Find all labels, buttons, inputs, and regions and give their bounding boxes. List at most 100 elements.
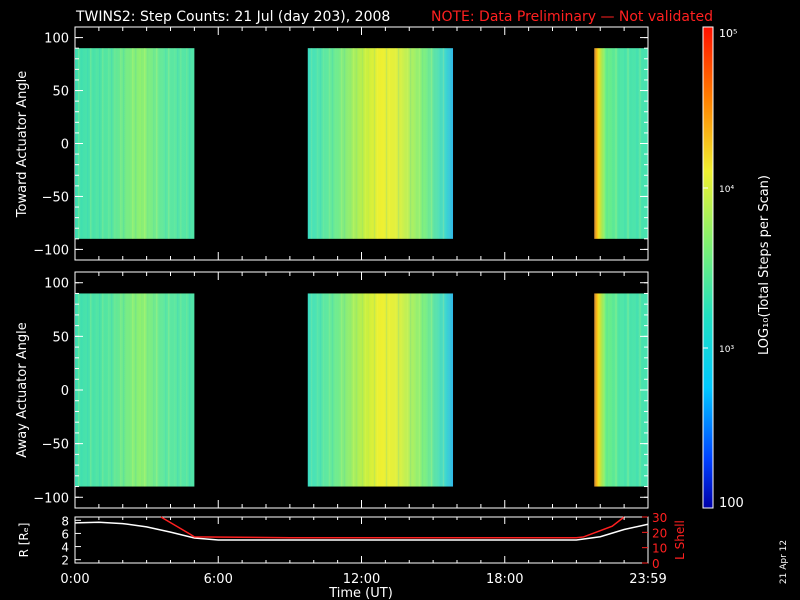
- left-tick-label: 2: [61, 554, 69, 568]
- heatmap-texture: [126, 48, 128, 239]
- heatmap-texture: [183, 293, 185, 486]
- heatmap-texture: [352, 48, 355, 239]
- x-tick-label: 12:00: [343, 572, 380, 587]
- heatmap-texture: [382, 293, 385, 487]
- heatmap-texture: [316, 293, 319, 487]
- heatmap-texture: [138, 48, 140, 239]
- heatmap-texture: [117, 48, 119, 239]
- heatmap-texture: [359, 48, 361, 239]
- heatmap-texture: [153, 293, 155, 487]
- heatmap-texture: [636, 48, 638, 239]
- heatmap-texture: [404, 48, 406, 239]
- heatmap-texture: [397, 293, 400, 487]
- heatmap-texture: [392, 48, 394, 239]
- y-tick-label: 0: [61, 384, 69, 399]
- heatmap-texture: [409, 48, 412, 239]
- heatmap-texture: [416, 293, 418, 486]
- heatmap-texture: [367, 293, 370, 487]
- heatmap-texture: [189, 48, 191, 239]
- l-shell-line: [160, 516, 625, 539]
- heatmap-texture: [171, 293, 173, 486]
- colorbar-tick-mid1: 10⁴: [719, 185, 734, 195]
- heatmap-segment: [307, 293, 454, 487]
- heatmap-texture: [156, 48, 158, 239]
- heatmap-texture: [439, 293, 442, 487]
- toward-actuator-panel: 100 50 0 −50 −100 Toward Actuator Angle: [15, 26, 649, 261]
- heatmap-texture: [123, 293, 125, 487]
- heatmap-texture: [636, 293, 638, 487]
- away-actuator-panel: 100 50 0 −50 −100 Away Actuator Angle: [15, 271, 649, 509]
- y-tick-label: 0: [61, 138, 69, 153]
- heatmap-texture: [162, 293, 164, 486]
- heatmap-texture: [111, 293, 113, 487]
- x-axis-ticks: [74, 27, 649, 260]
- heatmap-texture: [433, 293, 436, 487]
- orbit-lines: [74, 516, 649, 541]
- heatmap-texture: [322, 48, 325, 239]
- heatmap-texture: [409, 293, 412, 487]
- heatmap-texture: [392, 293, 394, 486]
- heatmap-segment: [75, 293, 195, 487]
- colorbar: 10⁵ 10⁴ 10³ 100 LOG₁₀(Total Steps per Sc…: [702, 26, 772, 511]
- heatmap-texture: [430, 293, 433, 487]
- heatmap-texture: [132, 48, 134, 239]
- l-shell-axis-label: L Shell: [673, 520, 687, 560]
- heatmap-texture: [335, 293, 337, 486]
- y-tick-label: 50: [52, 330, 69, 345]
- heatmap-texture: [355, 48, 358, 239]
- heatmap-texture: [615, 48, 617, 239]
- heatmap-texture: [385, 293, 388, 487]
- y-tick-label: 100: [44, 277, 69, 292]
- heatmap-texture: [343, 48, 346, 239]
- heatmap-texture: [382, 48, 385, 239]
- heatmap-texture: [84, 48, 86, 239]
- heatmap-texture: [430, 48, 433, 239]
- heatmap-texture: [316, 48, 319, 239]
- heatmap-texture: [326, 293, 328, 486]
- heatmap-texture: [446, 293, 448, 486]
- heatmap-texture: [404, 293, 406, 486]
- heatmap-texture: [606, 48, 608, 239]
- y-tick-label: 100: [44, 32, 69, 47]
- generation-date: 21 Apr 12: [779, 540, 789, 584]
- right-tick-label: 0: [652, 557, 660, 571]
- heatmap-texture: [343, 293, 346, 487]
- heatmap-texture: [174, 48, 176, 239]
- colorbar-tick-mid2: 10³: [719, 345, 734, 355]
- heatmap-texture: [418, 48, 421, 239]
- x-tick-label: 0:00: [60, 572, 89, 587]
- heatmap-texture: [141, 48, 143, 239]
- heatmap-segment: [75, 48, 195, 239]
- heatmap-texture: [177, 293, 179, 487]
- heatmap-texture: [93, 48, 95, 239]
- heatmap-texture: [340, 48, 343, 239]
- heatmap-texture: [618, 293, 620, 487]
- heatmap-texture: [352, 293, 355, 487]
- heatmap-texture: [135, 48, 137, 239]
- heatmap-texture: [93, 293, 95, 486]
- heatmap-texture: [606, 293, 608, 487]
- heatmap-texture: [138, 293, 140, 486]
- heatmap-texture: [609, 48, 611, 239]
- heatmap-texture: [349, 293, 352, 487]
- heatmap-segment: [594, 293, 648, 487]
- heatmap-texture: [102, 293, 104, 487]
- heatmap-texture: [147, 293, 149, 487]
- heatmap-texture: [624, 293, 626, 487]
- heatmap-texture: [87, 48, 89, 239]
- x-tick-label: 18:00: [486, 572, 523, 587]
- heatmap-texture: [171, 48, 173, 239]
- heatmap-texture: [633, 293, 635, 486]
- plot-title: TWINS2: Step Counts: 21 Jul (day 203), 2…: [75, 9, 390, 25]
- heatmap-texture: [394, 293, 397, 487]
- heatmap-texture: [328, 293, 331, 487]
- heatmap-texture: [319, 48, 322, 239]
- preliminary-note: NOTE: Data Preliminary — Not validated: [431, 9, 713, 25]
- heatmap-texture: [624, 48, 626, 239]
- heatmap-texture: [96, 293, 98, 486]
- colorbar-label: LOG₁₀(Total Steps per Scan): [757, 175, 772, 355]
- away-y-label: Away Actuator Angle: [15, 322, 30, 457]
